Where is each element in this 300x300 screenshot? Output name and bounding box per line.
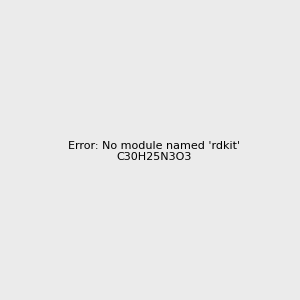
Text: Error: No module named 'rdkit'
C30H25N3O3: Error: No module named 'rdkit' C30H25N3O… [68,141,240,162]
